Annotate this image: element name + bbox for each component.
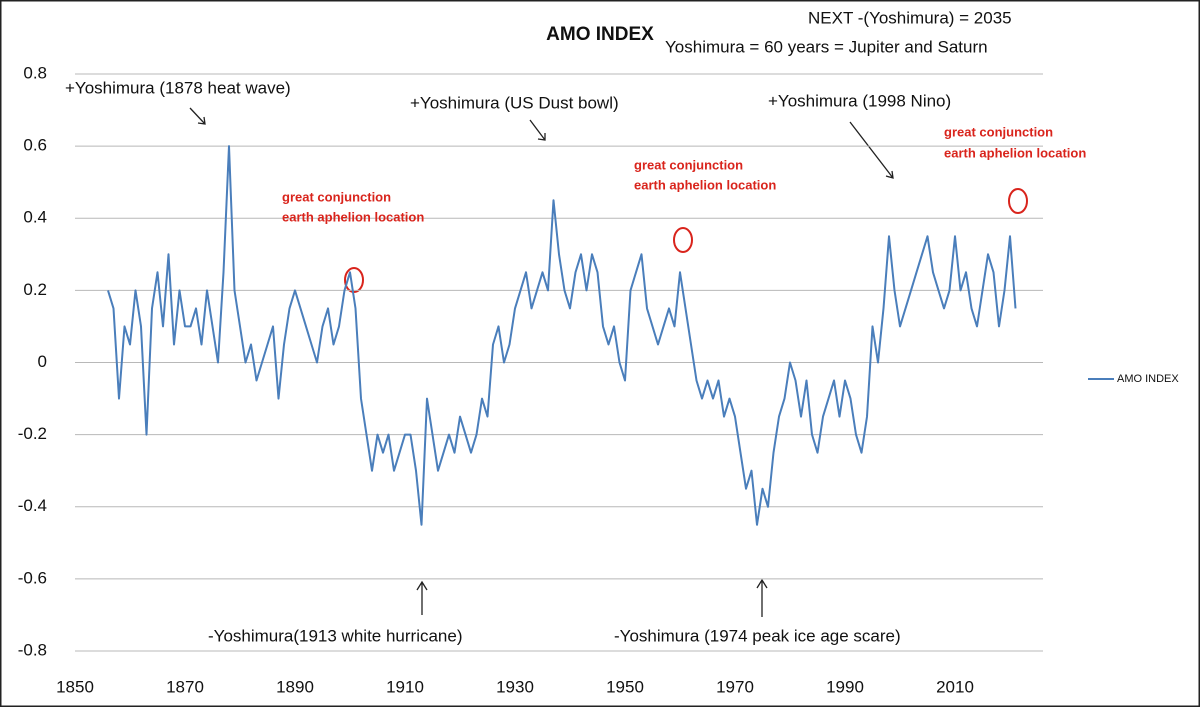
annotation: +Yoshimura (1878 heat wave): [65, 78, 291, 97]
legend-label: AMO INDEX: [1117, 373, 1179, 385]
annotation: earth aphelion location: [634, 177, 776, 192]
annotation: earth aphelion location: [944, 145, 1086, 160]
y-tick-label: -0.8: [18, 640, 47, 659]
arrow: [529, 119, 546, 141]
y-tick-label: -0.2: [18, 424, 47, 443]
annotation: -Yoshimura (1974 peak ice age scare): [614, 626, 901, 645]
y-tick-label: 0.2: [23, 280, 47, 299]
x-tick-label: 1870: [166, 677, 204, 696]
annotation: great conjunction: [634, 157, 743, 172]
annotation: NEXT -(Yoshimura) = 2035: [808, 8, 1012, 27]
x-tick-label: 1950: [606, 677, 644, 696]
data-line: [107, 145, 1017, 526]
arrow: [189, 107, 206, 125]
y-tick-label: 0.8: [23, 63, 47, 82]
x-tick-label: 1930: [496, 677, 534, 696]
x-tick-label: 1850: [56, 677, 94, 696]
x-tick-label: 1910: [386, 677, 424, 696]
y-tick-label: -0.6: [18, 568, 47, 587]
x-tick-label: 2010: [936, 677, 974, 696]
circle: [1008, 188, 1028, 214]
y-tick-label: 0.6: [23, 136, 47, 155]
arrow: [416, 580, 428, 615]
annotation: earth aphelion location: [282, 209, 424, 224]
annotation: +Yoshimura (US Dust bowl): [410, 93, 619, 112]
annotation: great conjunction: [944, 124, 1053, 139]
y-tick-label: 0: [38, 352, 47, 371]
circle: [673, 227, 693, 253]
arrow: [849, 121, 894, 179]
annotation: +Yoshimura (1998 Nino): [768, 91, 951, 110]
y-tick-label: 0.4: [23, 208, 47, 227]
annotation: -Yoshimura(1913 white hurricane): [208, 626, 463, 645]
arrow: [756, 578, 768, 617]
annotation: great conjunction: [282, 189, 391, 204]
x-tick-label: 1990: [826, 677, 864, 696]
x-tick-label: 1970: [716, 677, 754, 696]
chart-title: AMO INDEX: [546, 24, 654, 45]
x-tick-label: 1890: [276, 677, 314, 696]
arrows: [189, 107, 894, 617]
annotation: Yoshimura = 60 years = Jupiter and Satur…: [665, 37, 988, 56]
y-tick-label: -0.4: [18, 496, 47, 515]
